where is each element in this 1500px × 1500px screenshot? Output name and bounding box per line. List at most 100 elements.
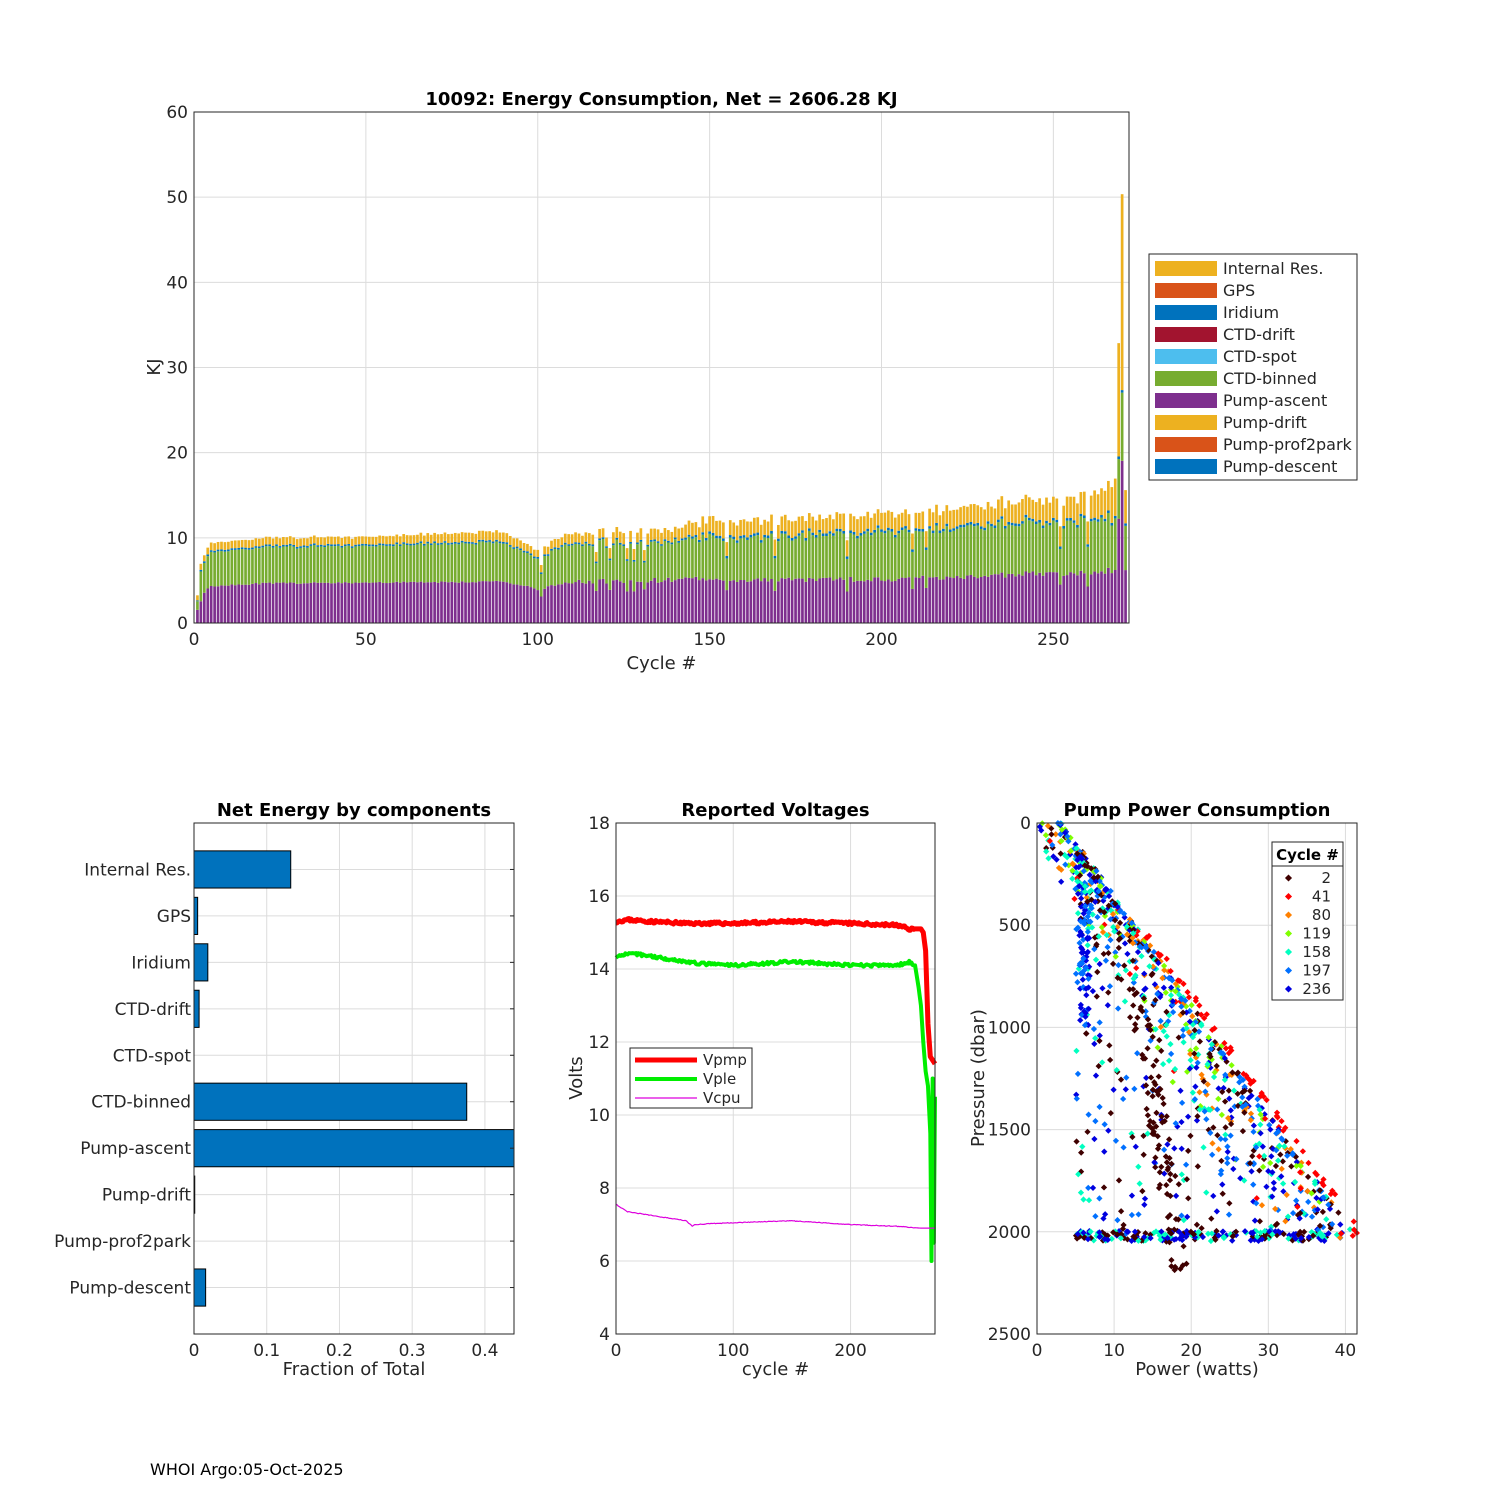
energy-bar-segment [900,530,904,578]
pump-point [1147,1074,1155,1081]
energy-bar-segment [814,520,818,535]
energy-bar-segment [763,534,766,538]
pump-point [1113,1066,1120,1074]
energy-bar-segment [364,536,368,544]
pump-point [1289,1151,1296,1158]
energy-bar-segment [966,575,969,623]
component-label: Pump-ascent [80,1139,191,1159]
pump-point [1168,1050,1175,1058]
energy-bar-segment [807,530,811,578]
pump-legend-label: 119 [1302,925,1331,943]
energy-bar-segment [646,546,650,583]
pump-point [1191,1096,1199,1103]
pump-point [1205,1034,1212,1041]
energy-bar-segment [794,538,797,579]
energy-bar-segment [453,543,457,583]
pump-point [1297,1209,1304,1217]
energy-bar-segment [587,580,591,623]
pump-point [1092,1213,1099,1220]
energy-bar-segment [347,544,351,546]
pump-point [1218,1111,1225,1118]
energy-bar-segment [464,541,467,544]
energy-bar-segment [343,544,347,547]
pump-point [1096,1103,1103,1111]
pump-point [1094,968,1101,976]
energy-bar-segment [584,543,588,584]
energy-bar-segment [742,537,746,581]
energy-bar-segment [1107,513,1110,568]
pump-point [1081,862,1088,869]
pump-point [1062,861,1069,868]
energy-bar-segment [1014,523,1017,526]
energy-bar-segment [732,536,736,540]
pump-point [1046,837,1053,845]
energy-bar-segment [728,537,732,581]
energy-bar-segment [928,526,931,529]
pump-point [1217,1135,1224,1142]
pump-point [1313,1171,1320,1178]
components-title: Net Energy by components [217,800,491,821]
energy-bar-segment [1100,488,1103,515]
energy-bar-segment [278,546,282,548]
energy-bar-segment [746,521,749,538]
energy-bar-segment [711,532,715,536]
energy-bar-segment [1007,521,1011,525]
pump-point [1078,895,1085,902]
energy-bar-segment [1034,521,1038,525]
energy-bar-segment [1010,573,1014,623]
energy-bar-segment [1048,572,1052,623]
energy-bar-segment [268,582,271,623]
energy-bar-segment [484,581,488,623]
pump-point [1280,1188,1287,1195]
energy-bar-segment [1072,496,1076,521]
pump-point [1093,867,1100,875]
energy-bar-segment [1082,518,1086,574]
energy-bar-segment [367,536,371,545]
energy-bar-segment [869,535,873,582]
pump-point [1188,1002,1195,1009]
pump-point [1200,1078,1207,1085]
pump-point [1107,916,1114,923]
pump-point [1088,905,1095,912]
pump-point [1246,1087,1254,1094]
pump-point [1091,1040,1098,1047]
energy-bar-segment [1089,521,1093,575]
pump-point [1239,1089,1246,1096]
energy-bar-segment [656,541,660,543]
energy-bar-segment [783,531,787,534]
energy-bar-segment [361,582,364,623]
pump-point [1083,992,1090,999]
energy-bar-segment [309,536,313,545]
energy-bar-segment [687,536,691,578]
energy-bar-segment [247,584,251,623]
pump-point [1172,1192,1180,1200]
pump-point [1253,1195,1260,1202]
pump-point [1215,1095,1222,1102]
energy-bar-segment [529,587,533,623]
pump-point [1147,1231,1154,1238]
pump-point [1062,829,1069,836]
tick-label: 16 [588,887,610,907]
pump-point [1204,1081,1211,1088]
energy-bar-segment [783,533,787,579]
energy-bar-segment [354,582,357,623]
pump-point [1076,882,1083,890]
pump-point [1293,1162,1300,1170]
energy-bar-segment [1052,517,1055,521]
energy-bar-segment [938,515,942,531]
energy-bar-segment [629,543,632,581]
energy-bar-segment [618,531,622,543]
energy-legend-swatch [1155,305,1217,320]
energy-bar-segment [450,533,454,543]
energy-bar-segment [969,504,973,522]
energy-bar-segment [825,533,828,536]
energy-bar-segment [821,519,825,534]
energy-bar-segment [735,525,739,541]
energy-bar-segment [546,555,550,587]
pump-point [1222,1045,1230,1052]
energy-bar-segment [1110,487,1114,523]
pump-point [1104,1236,1111,1244]
energy-bar-segment [532,558,536,589]
energy-bar-segment [828,533,832,578]
